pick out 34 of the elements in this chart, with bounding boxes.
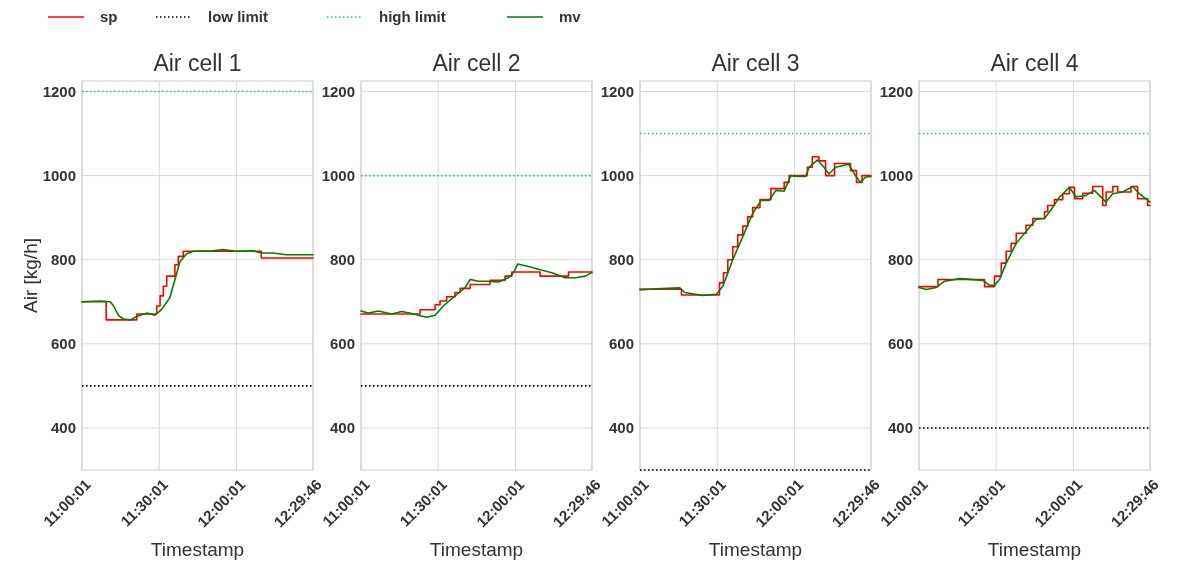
y-tick-label: 1200	[879, 82, 913, 100]
y-tick-label: 600	[329, 335, 355, 353]
y-tick-label: 400	[329, 419, 355, 437]
y-tick-label: 600	[50, 335, 76, 353]
x-axis-title: Timestamp	[429, 539, 524, 560]
y-tick-label: 1000	[600, 166, 634, 184]
y-tick-label: 1000	[879, 166, 913, 184]
legend-label: low limit	[208, 8, 268, 26]
x-axis-title: Timestamp	[987, 539, 1082, 560]
y-tick-label: 800	[50, 250, 76, 268]
y-tick-label: 800	[887, 250, 913, 268]
y-tick-label: 800	[329, 250, 355, 268]
y-tick-label: 1200	[321, 82, 355, 100]
chart-title: Air cell 4	[990, 50, 1079, 76]
legend-label: high limit	[379, 8, 446, 26]
y-tick-label: 400	[50, 419, 76, 437]
chart-title: Air cell 1	[153, 50, 242, 76]
y-tick-label: 1000	[321, 166, 355, 184]
y-tick-label: 800	[608, 250, 634, 268]
y-tick-label: 400	[887, 419, 913, 437]
x-axis-title: Timestamp	[150, 539, 245, 560]
legend-label: sp	[100, 8, 118, 26]
y-tick-label: 400	[608, 419, 634, 437]
y-axis-title: Air [kg/h]	[19, 238, 41, 313]
y-tick-label: 600	[887, 335, 913, 353]
y-tick-label: 600	[608, 335, 634, 353]
y-tick-label: 1200	[600, 82, 634, 100]
y-tick-label: 1200	[42, 82, 76, 100]
y-tick-label: 1000	[42, 166, 76, 184]
x-axis-title: Timestamp	[708, 539, 803, 560]
legend-label: mv	[559, 8, 582, 26]
chart-title: Air cell 2	[432, 50, 521, 76]
line-series	[360, 263, 593, 319]
chart-title: Air cell 3	[711, 50, 800, 76]
